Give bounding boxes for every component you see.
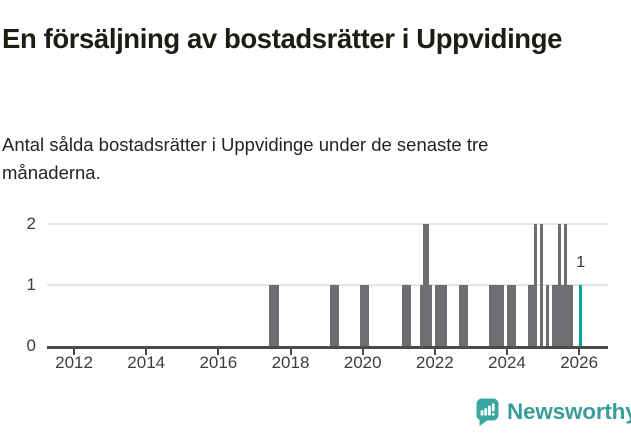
bar-2023-09 (494, 285, 499, 346)
bar-2021-10 (425, 224, 430, 346)
bar-2025-08 (564, 224, 568, 346)
bar-2019-04 (335, 285, 339, 346)
gridline-y-1 (47, 284, 608, 286)
bar-2019-03 (332, 285, 336, 346)
bar-2024-10 (534, 224, 538, 346)
x-tick-2018 (289, 348, 292, 355)
x-tick-2022 (433, 348, 436, 355)
y-tick-label-2: 2 (26, 214, 36, 233)
x-tick-label-2020: 2020 (343, 353, 382, 372)
bar-2025-04 (552, 285, 556, 346)
x-tick-2026 (578, 348, 581, 355)
bar-2017-08 (275, 285, 279, 346)
bar-2022-09 (458, 285, 463, 346)
x-tick-2024 (505, 348, 508, 355)
bar-2022-03 (440, 285, 445, 346)
bar-2024-03 (513, 285, 517, 346)
y-tick-label-1: 1 (26, 275, 36, 294)
bar-2025-10 (570, 285, 574, 346)
x-tick-label-2026: 2026 (560, 353, 599, 372)
bar-2024-08 (528, 285, 532, 346)
x-tick-label-2014: 2014 (127, 353, 166, 372)
bar-2019-02 (329, 285, 333, 346)
bar-2021-09 (422, 224, 427, 346)
bar-2022-01 (434, 285, 439, 346)
bar-2021-03 (404, 285, 409, 346)
bar-2025-07 (561, 285, 565, 346)
bar-2021-08 (419, 285, 424, 346)
x-tick-label-2022: 2022 (415, 353, 454, 372)
highlight-bar-2026-01 (579, 285, 583, 346)
bar-2017-07 (272, 285, 276, 346)
x-tick-2012 (73, 348, 76, 355)
newsworthy-logo[interactable]: Newsworthy (476, 398, 631, 433)
bar-2023-11 (500, 285, 505, 346)
x-tick-2014 (145, 348, 148, 355)
bar-2024-02 (509, 285, 514, 346)
bar-2021-02 (401, 285, 405, 346)
x-axis-line (47, 346, 608, 349)
bar-2024-09 (531, 285, 535, 346)
bar-2025-09 (567, 285, 571, 346)
bar-2020-01 (362, 285, 366, 346)
x-tick-label-2012: 2012 (55, 353, 93, 372)
bar-2024-01 (506, 285, 511, 346)
gridline-y-2 (47, 223, 608, 225)
x-tick-2016 (217, 348, 220, 355)
bar-2025-05 (555, 285, 559, 346)
plot-area (47, 223, 608, 346)
bar-2021-04 (407, 285, 412, 346)
x-tick-2020 (361, 348, 364, 355)
chart-subtitle: Antal sålda bostadsrätter i Uppvidinge u… (2, 133, 489, 184)
x-tick-label-2018: 2018 (271, 353, 310, 372)
bar-2025-02 (546, 285, 550, 346)
bar-2022-04 (443, 285, 448, 346)
bar-2025-06 (558, 224, 562, 346)
x-tick-label-2024: 2024 (488, 353, 526, 372)
bar-2022-10 (461, 285, 466, 346)
bar-2023-10 (497, 285, 502, 346)
newsworthy-wordmark: Newsworthy (507, 399, 631, 424)
x-tick-label-2016: 2016 (199, 353, 238, 372)
bar-2023-08 (491, 285, 496, 346)
page-title: En försäljning av bostadsrätter i Uppvid… (2, 23, 562, 55)
bar-2019-12 (359, 285, 363, 346)
bar-2022-11 (464, 285, 469, 346)
bar-2024-12 (540, 224, 544, 346)
bar-2017-06 (269, 285, 273, 346)
bar-2021-11 (428, 285, 433, 346)
bar-2022-02 (437, 285, 442, 346)
newsworthy-chart-bubble-icon (476, 398, 500, 433)
latest-value-label: 1 (576, 254, 586, 271)
y-tick-label-0: 0 (26, 336, 36, 355)
bar-2020-02 (365, 285, 369, 346)
bar-2023-07 (488, 285, 493, 346)
